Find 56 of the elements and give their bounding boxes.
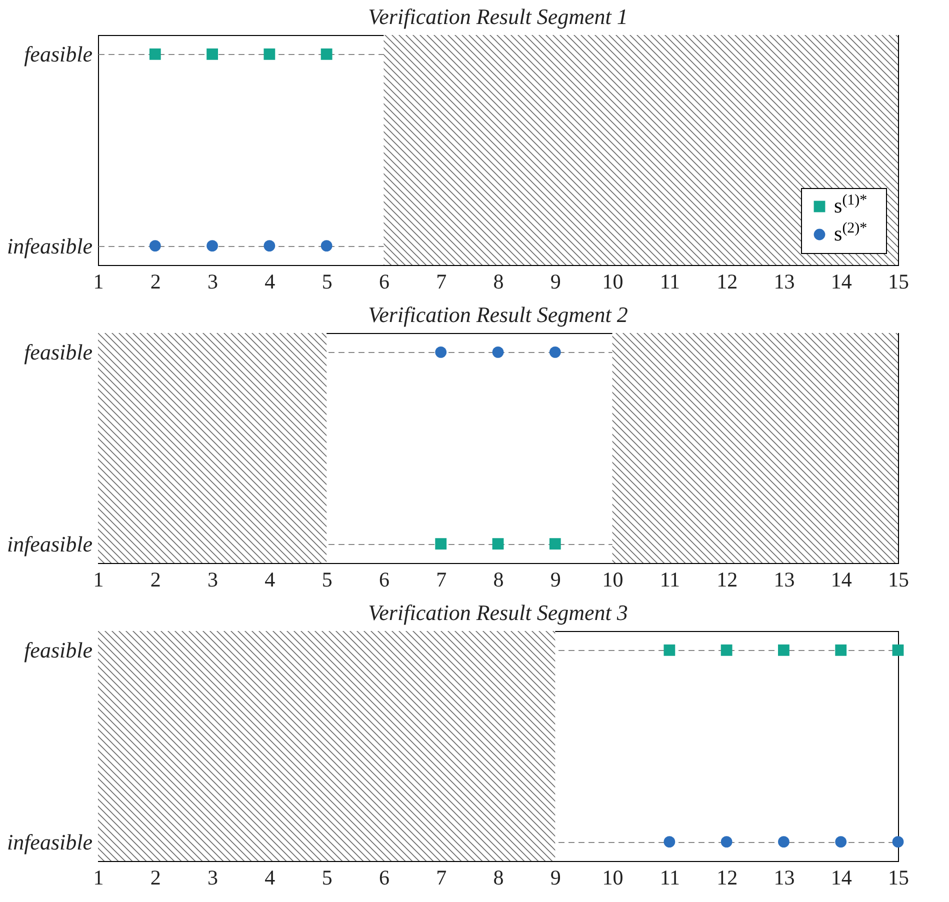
x-tick-label: 3 — [208, 866, 218, 890]
x-tick-label: 8 — [493, 866, 504, 890]
x-tick-label: 11 — [660, 568, 680, 592]
legend-label: s$^{(2)*}$ — [834, 220, 868, 246]
x-tick-label: 10 — [602, 270, 624, 294]
x-tick-label: 4 — [264, 568, 276, 592]
x-tick-label: 15 — [888, 270, 909, 294]
y-tick-label: feasible — [24, 42, 93, 67]
x-tick-label: 11 — [660, 866, 680, 890]
x-tick-label: 9 — [550, 270, 561, 294]
x-tick-label: 6 — [378, 568, 390, 592]
x-tick-label: 14 — [830, 270, 852, 294]
x-tick-label: 13 — [774, 866, 795, 890]
x-tick-label: 10 — [602, 866, 624, 890]
y-tick-label: infeasible — [6, 531, 93, 556]
x-tick-label: 5 — [322, 866, 332, 890]
x-tick-label: 14 — [830, 568, 852, 592]
x-tick-label: 14 — [830, 866, 852, 890]
x-tick-label: 1 — [93, 270, 104, 294]
x-tick-label: 15 — [888, 866, 909, 890]
x-tick-label: 12 — [716, 866, 738, 890]
x-tick-label: 13 — [774, 568, 795, 592]
x-tick-label: 2 — [150, 270, 161, 294]
x-tick-label: 6 — [378, 866, 390, 890]
x-tick-label: 8 — [493, 568, 504, 592]
x-tick-label: 4 — [264, 866, 276, 890]
y-tick-label: feasible — [24, 638, 93, 663]
x-tick-label: 13 — [774, 270, 795, 294]
x-tick-label: 9 — [550, 866, 561, 890]
x-tick-label: 10 — [602, 568, 624, 592]
text: Verification Result Segment 1 — [368, 4, 628, 29]
x-tick-label: 11 — [660, 270, 680, 294]
x-tick-label: 6 — [378, 270, 390, 294]
text: Verification Result Segment 2 — [368, 302, 628, 327]
y-tick-label: infeasible — [6, 829, 93, 854]
x-tick-label: 3 — [208, 568, 218, 592]
x-tick-label: 8 — [493, 270, 504, 294]
legend-label: s$^{(1)*}$ — [834, 192, 868, 218]
x-tick-label: 3 — [208, 270, 218, 294]
x-tick-label: 1 — [93, 568, 104, 592]
x-tick-label: 12 — [716, 270, 738, 294]
x-tick-label: 4 — [264, 270, 276, 294]
x-tick-label: 12 — [716, 568, 738, 592]
y-tick-label: feasible — [24, 340, 93, 365]
x-tick-label: 7 — [436, 270, 447, 294]
x-tick-label: 2 — [150, 866, 161, 890]
x-tick-label: 9 — [550, 568, 561, 592]
y-tick-label: infeasible — [6, 233, 93, 258]
x-tick-label: 15 — [888, 568, 909, 592]
x-tick-label: 1 — [93, 866, 104, 890]
x-tick-label: 5 — [322, 568, 332, 592]
x-tick-label: 2 — [150, 568, 161, 592]
x-tick-label: 7 — [436, 866, 447, 890]
x-tick-label: 7 — [436, 568, 447, 592]
x-tick-label: 5 — [322, 270, 332, 294]
text: Verification Result Segment 3 — [368, 600, 628, 625]
